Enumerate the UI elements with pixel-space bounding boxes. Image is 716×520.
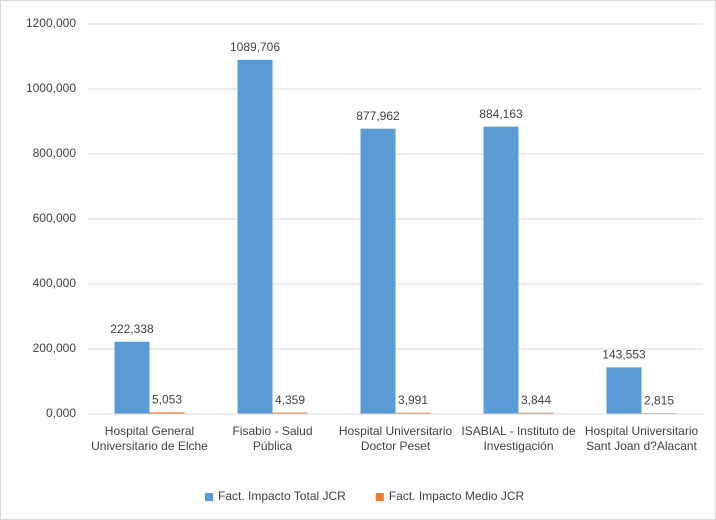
y-tick-label: 400,000: [33, 276, 77, 290]
bar: [395, 412, 431, 414]
bar: [237, 59, 273, 414]
x-tick-label: Hospital General Universitario de Elche: [91, 424, 208, 453]
data-label: 4,359: [275, 393, 305, 407]
y-tick-label: 1000,000: [26, 81, 76, 95]
bar: [606, 367, 642, 414]
bar: [360, 128, 396, 414]
x-tick-label-box: Hospital General Universitario de Elche: [91, 424, 208, 453]
bar: [149, 412, 185, 414]
y-tick-label: 600,000: [33, 211, 77, 225]
x-tick-label-box: ISABIAL - Instituto de Investigación: [461, 424, 576, 453]
legend-swatch: [205, 493, 213, 501]
data-label: 884,163: [479, 107, 523, 121]
data-label: 143,553: [602, 348, 646, 362]
y-tick-label: 0,000: [46, 406, 76, 420]
data-label: 222,338: [110, 322, 154, 336]
x-tick-label-box: Hospital Universitario Sant Joan d?Alaca…: [584, 424, 699, 453]
legend-label: Fact. Impacto Total JCR: [218, 489, 346, 503]
data-label: 1089,706: [230, 40, 280, 54]
bar: [518, 412, 554, 414]
y-tick-label: 200,000: [33, 341, 77, 355]
x-tick-label: Hospital Universitario Doctor Peset: [338, 424, 453, 453]
x-tick-label: Hospital Universitario Sant Joan d?Alaca…: [584, 424, 699, 453]
bar: [483, 126, 519, 414]
x-tick-label: ISABIAL - Instituto de Investigación: [461, 424, 576, 453]
data-label: 3,844: [521, 393, 551, 407]
x-tick-label: Fisabio - Salud Pública: [232, 424, 313, 453]
legend-swatch: [375, 493, 384, 501]
bar: [114, 341, 150, 414]
data-label: 2,815: [644, 393, 674, 407]
x-tick-label-box: Hospital Universitario Doctor Peset: [338, 424, 453, 453]
y-tick-label: 800,000: [33, 146, 77, 160]
bar: [272, 412, 308, 414]
data-label: 877,962: [356, 109, 400, 123]
x-tick-label-box: Fisabio - Salud Pública: [232, 424, 313, 453]
y-tick-label: 1200,000: [26, 16, 76, 30]
data-label: 5,053: [152, 393, 182, 407]
legend-label: Fact. Impacto Medio JCR: [389, 489, 525, 503]
data-label: 3,991: [398, 393, 428, 407]
